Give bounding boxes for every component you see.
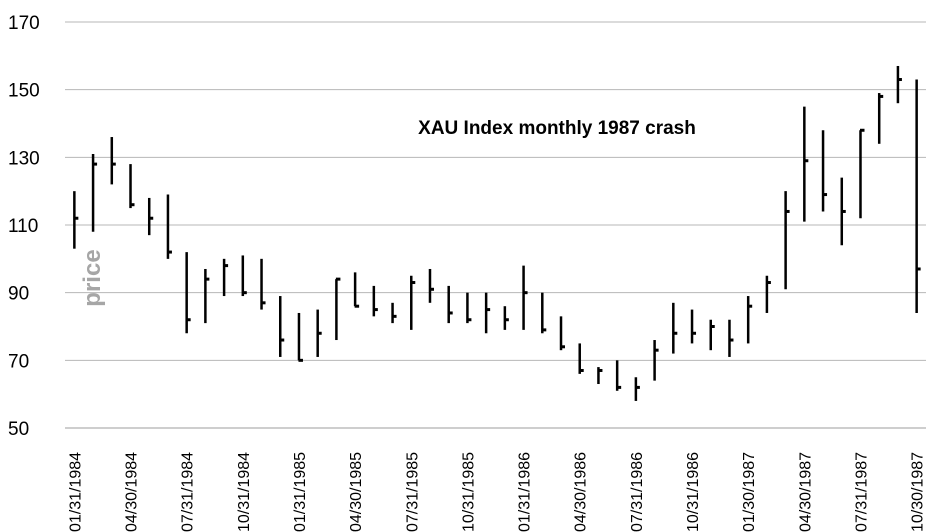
x-tick-label: 01/31/1984 (67, 452, 84, 532)
y-tick-label: 150 (8, 81, 40, 102)
x-tick-label: 04/30/1987 (797, 452, 814, 532)
y-axis-label: price (79, 249, 106, 306)
chart-title: XAU Index monthly 1987 crash (418, 118, 696, 139)
x-tick-label: 10/31/1985 (460, 452, 477, 532)
x-tick-label: 07/31/1984 (180, 452, 197, 532)
x-tick-label: 10/30/1987 (910, 452, 927, 532)
x-tick-label: 07/31/1987 (853, 452, 870, 532)
y-tick-label: 170 (8, 13, 40, 34)
x-tick-label: 01/31/1985 (292, 452, 309, 532)
y-tick-label: 130 (8, 148, 40, 169)
x-tick-label: 04/30/1984 (124, 452, 141, 532)
x-tick-label: 07/31/1986 (629, 452, 646, 532)
x-tick-label: 10/31/1986 (685, 452, 702, 532)
x-tick-label: 04/30/1986 (573, 452, 590, 532)
y-tick-label: 90 (8, 284, 29, 305)
x-tick-label: 01/31/1986 (517, 452, 534, 532)
y-tick-label: 50 (8, 419, 29, 440)
x-tick-label: 10/31/1984 (236, 452, 253, 532)
x-tick-label: 04/30/1985 (348, 452, 365, 532)
x-tick-label: 01/30/1987 (741, 452, 758, 532)
y-tick-label: 110 (8, 216, 38, 237)
y-tick-label: 70 (8, 351, 29, 372)
x-tick-label: 07/31/1985 (404, 452, 421, 532)
